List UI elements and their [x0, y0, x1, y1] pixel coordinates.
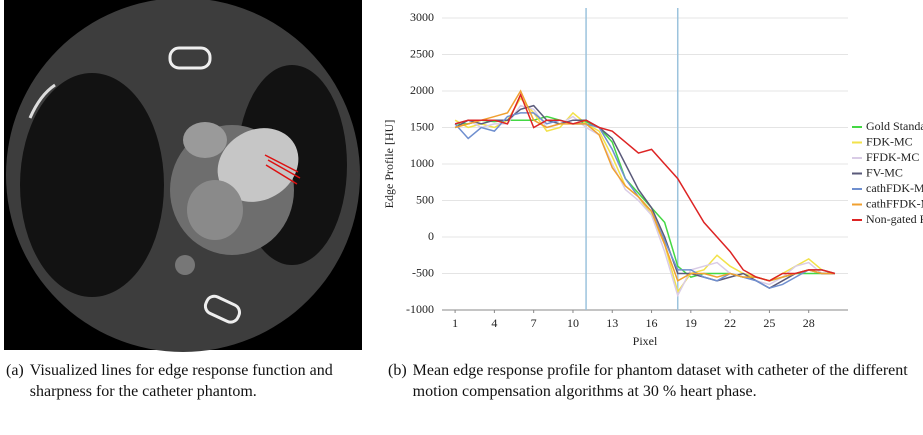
legend-label: FDK-MC: [866, 134, 913, 148]
legend-label: Gold Standard: [866, 119, 923, 133]
y-tick-label: 2000: [410, 83, 434, 97]
legend-label: FFDK-MC: [866, 150, 919, 164]
y-tick-label: 0: [428, 229, 434, 243]
x-tick-label: 13: [606, 316, 618, 330]
legend-label: FV-MC: [866, 165, 903, 179]
y-tick-label: 500: [416, 192, 434, 206]
x-tick-label: 7: [531, 316, 537, 330]
legend-label: cathFFDK-MC: [866, 196, 923, 210]
x-tick-label: 4: [491, 316, 497, 330]
caption-label: (a): [6, 362, 24, 379]
y-tick-label: 1000: [410, 156, 434, 170]
x-tick-label: 16: [646, 316, 658, 330]
y-tick-label: -1000: [406, 302, 434, 316]
line: [454, 104, 835, 289]
ct-image: [4, 0, 362, 352]
y-tick-label: 1500: [410, 119, 434, 133]
legend-label: Non-gated FDK: [866, 212, 923, 226]
legend-label: cathFDK-MC: [866, 181, 923, 195]
x-tick-label: 22: [724, 316, 736, 330]
y-tick-label: 3000: [410, 10, 434, 24]
y-tick-label: 2500: [410, 46, 434, 60]
chart: -1000 -500 0 500 1000 1500 2000 2500 3000 1 4 7 10 13…: [4, 0, 923, 352]
x-tick-label: 10: [567, 316, 579, 330]
x-tick-label: 28: [803, 316, 815, 330]
caption-label: (b): [388, 362, 407, 379]
x-tick-label: 1: [452, 316, 458, 330]
y-axis-label: Edge Profile [HU]: [382, 120, 396, 209]
line: [454, 92, 836, 282]
y-tick-label: -500: [412, 265, 434, 279]
caption-a: (a) Visualized lines for edge response f…: [6, 360, 366, 402]
line: [454, 104, 835, 298]
x-tick-label: 25: [763, 316, 775, 330]
x-axis-label: Pixel: [633, 334, 658, 348]
caption-text: Visualized lines for edge response funct…: [29, 362, 333, 400]
caption-text: Mean edge response profile for phantom d…: [412, 362, 908, 400]
x-tick-label: 19: [685, 316, 697, 330]
caption-b: (b) Mean edge response profile for phant…: [388, 360, 918, 402]
